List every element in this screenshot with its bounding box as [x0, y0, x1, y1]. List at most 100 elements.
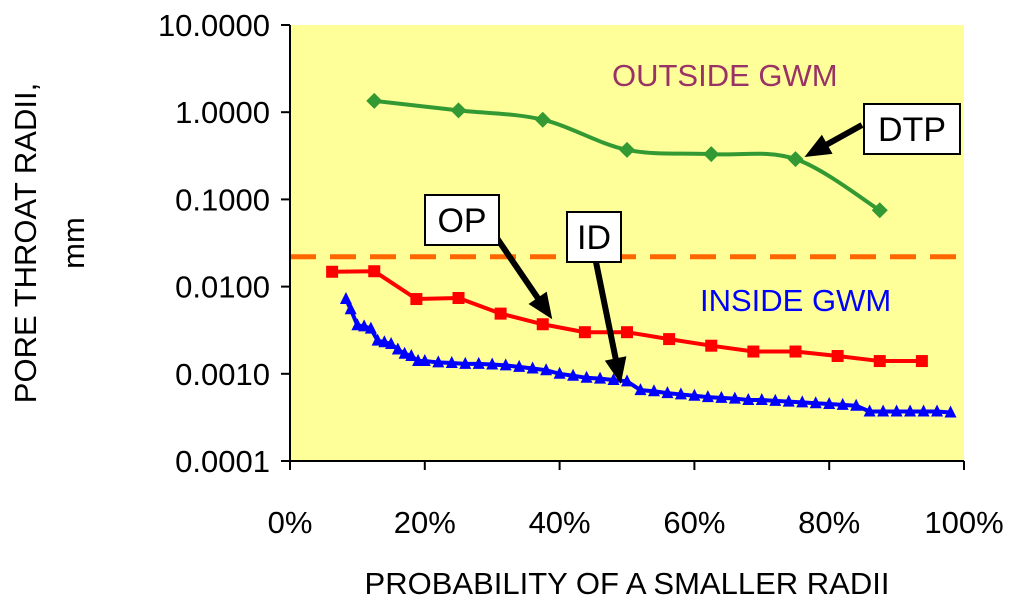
y-tick-label: 0.0010	[175, 357, 270, 392]
data-point-id	[728, 391, 741, 404]
series-id	[339, 292, 957, 418]
data-point-id	[917, 404, 930, 417]
data-point-id	[445, 356, 458, 369]
data-point-op	[494, 307, 507, 320]
data-point-op	[410, 293, 423, 306]
data-point-id	[432, 355, 445, 368]
data-point-id	[647, 384, 660, 397]
data-point-id	[540, 363, 553, 376]
y-tick-label: 0.0100	[175, 270, 270, 305]
x-tick-label: 60%	[663, 505, 725, 540]
data-point-op	[873, 355, 886, 368]
data-point-id	[904, 404, 917, 417]
data-point-id	[755, 393, 768, 406]
data-point-id	[358, 319, 371, 332]
data-point-id	[890, 404, 903, 417]
data-point-dtp	[871, 202, 888, 219]
x-tick-label: 100%	[924, 505, 1003, 540]
series-op	[326, 265, 928, 368]
data-point-id	[526, 361, 539, 374]
y-tick-label: 10.0000	[158, 8, 270, 43]
data-point-id	[472, 356, 485, 369]
data-point-dtp	[787, 151, 804, 168]
callout-arrow-id	[593, 261, 619, 361]
data-point-id	[796, 395, 809, 408]
callout-label-id: ID	[577, 219, 611, 257]
data-point-dtp	[619, 141, 635, 158]
y-axis-title-line2: mm	[56, 217, 91, 269]
data-point-id	[701, 390, 714, 403]
data-point-id	[769, 393, 782, 406]
data-point-op	[915, 355, 928, 368]
callout-arrow-dtp	[824, 122, 864, 148]
data-point-id	[567, 368, 580, 381]
data-point-id	[836, 397, 849, 410]
data-point-id	[850, 398, 863, 411]
data-point-id	[364, 321, 377, 334]
data-point-id	[405, 349, 418, 362]
data-point-id	[607, 372, 620, 385]
y-axis-title-line1: PORE THROAT RADII,	[8, 83, 43, 403]
data-point-op	[705, 339, 718, 352]
callout-box-op	[424, 194, 500, 246]
data-point-dtp	[366, 92, 383, 109]
data-point-id	[715, 390, 728, 403]
data-point-id	[513, 359, 526, 372]
data-point-id	[385, 336, 398, 349]
data-point-op	[578, 326, 591, 339]
region-label-outside: OUTSIDE GWM	[612, 58, 838, 93]
data-point-id	[809, 396, 822, 409]
data-point-id	[580, 370, 593, 383]
data-point-id	[782, 394, 795, 407]
callout-arrowhead-id	[604, 356, 627, 384]
x-axis-title: PROBABILITY OF A SMALLER RADII	[365, 566, 890, 601]
data-point-op	[326, 265, 339, 278]
callout-arrowhead-dtp	[804, 134, 833, 157]
plot-area	[290, 25, 964, 461]
data-point-id	[398, 346, 411, 359]
data-point-op	[789, 345, 802, 358]
data-point-dtp	[534, 111, 551, 128]
data-point-id	[418, 354, 431, 367]
data-point-op	[368, 265, 381, 278]
data-point-id	[688, 388, 701, 401]
data-point-id	[459, 356, 472, 369]
data-point-op	[452, 292, 465, 305]
x-tick-label: 40%	[529, 505, 591, 540]
data-point-op	[621, 326, 633, 339]
x-tick-label: 80%	[798, 505, 860, 540]
data-point-id	[944, 405, 957, 418]
data-point-id	[634, 383, 647, 396]
data-point-id	[499, 358, 512, 371]
callout-label-op: OP	[437, 202, 486, 240]
data-point-id	[378, 335, 391, 348]
data-point-id	[553, 366, 566, 379]
region-label-inside: INSIDE GWM	[700, 283, 891, 318]
callout-arrowhead-op	[528, 291, 553, 320]
x-tick-label: 20%	[394, 505, 456, 540]
series-dtp	[366, 92, 888, 219]
data-point-id	[877, 404, 890, 417]
data-point-op	[536, 318, 549, 331]
data-point-id	[661, 386, 674, 399]
callout-box-id	[566, 211, 622, 263]
y-tick-label: 1.0000	[175, 95, 270, 130]
data-point-id	[742, 393, 755, 406]
data-point-id	[339, 292, 352, 305]
data-point-id	[931, 404, 944, 417]
data-point-id	[863, 404, 876, 417]
data-point-id	[674, 387, 687, 400]
data-point-dtp	[450, 102, 467, 119]
data-point-id	[621, 374, 633, 387]
data-point-op	[831, 350, 844, 363]
callout-box-dtp	[863, 103, 961, 155]
data-point-id	[391, 342, 404, 355]
y-tick-label: 0.1000	[175, 182, 270, 217]
data-point-id	[486, 357, 499, 370]
callout-label-dtp: DTP	[878, 111, 946, 149]
x-tick-label: 0%	[268, 505, 313, 540]
data-point-id	[371, 333, 384, 346]
data-point-id	[823, 397, 836, 410]
y-tick-label: 0.0001	[175, 444, 270, 479]
